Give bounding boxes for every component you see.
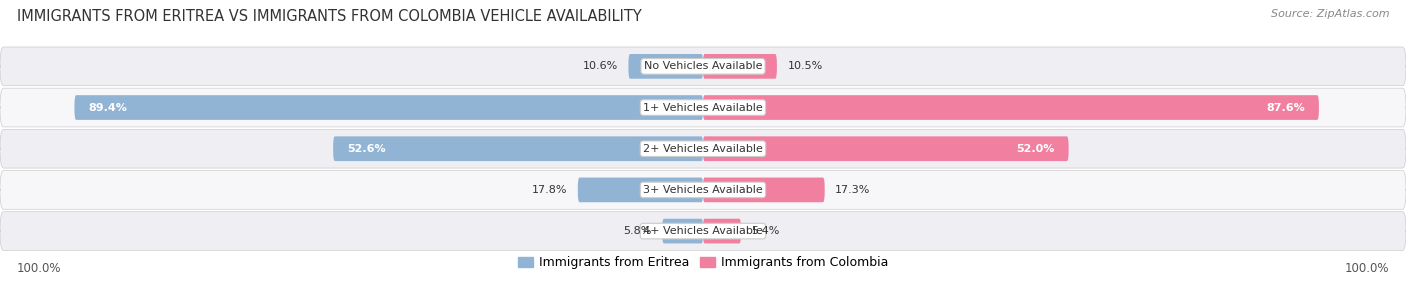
FancyBboxPatch shape	[703, 95, 1319, 120]
Text: 2+ Vehicles Available: 2+ Vehicles Available	[643, 144, 763, 154]
FancyBboxPatch shape	[0, 129, 1406, 168]
Text: 17.8%: 17.8%	[531, 185, 568, 195]
FancyBboxPatch shape	[578, 178, 703, 202]
Text: 1+ Vehicles Available: 1+ Vehicles Available	[643, 103, 763, 112]
FancyBboxPatch shape	[662, 219, 703, 243]
FancyBboxPatch shape	[333, 136, 703, 161]
Text: IMMIGRANTS FROM ERITREA VS IMMIGRANTS FROM COLOMBIA VEHICLE AVAILABILITY: IMMIGRANTS FROM ERITREA VS IMMIGRANTS FR…	[17, 9, 641, 23]
Text: 52.6%: 52.6%	[347, 144, 385, 154]
FancyBboxPatch shape	[0, 88, 1406, 127]
Text: 3+ Vehicles Available: 3+ Vehicles Available	[643, 185, 763, 195]
Text: 100.0%: 100.0%	[1344, 262, 1389, 275]
Text: 5.8%: 5.8%	[623, 226, 652, 236]
Text: No Vehicles Available: No Vehicles Available	[644, 61, 762, 71]
Text: 52.0%: 52.0%	[1017, 144, 1054, 154]
Text: 5.4%: 5.4%	[752, 226, 780, 236]
FancyBboxPatch shape	[703, 136, 1069, 161]
FancyBboxPatch shape	[628, 54, 703, 79]
FancyBboxPatch shape	[0, 212, 1406, 251]
Text: 87.6%: 87.6%	[1265, 103, 1305, 112]
Text: 10.5%: 10.5%	[787, 61, 823, 71]
FancyBboxPatch shape	[75, 95, 703, 120]
Legend: Immigrants from Eritrea, Immigrants from Colombia: Immigrants from Eritrea, Immigrants from…	[513, 251, 893, 274]
Text: 10.6%: 10.6%	[582, 61, 619, 71]
Text: 100.0%: 100.0%	[17, 262, 62, 275]
Text: 89.4%: 89.4%	[89, 103, 128, 112]
Text: Source: ZipAtlas.com: Source: ZipAtlas.com	[1271, 9, 1389, 19]
Text: 4+ Vehicles Available: 4+ Vehicles Available	[643, 226, 763, 236]
FancyBboxPatch shape	[703, 178, 825, 202]
FancyBboxPatch shape	[703, 219, 741, 243]
Text: 17.3%: 17.3%	[835, 185, 870, 195]
FancyBboxPatch shape	[703, 54, 778, 79]
FancyBboxPatch shape	[0, 47, 1406, 86]
FancyBboxPatch shape	[0, 170, 1406, 209]
